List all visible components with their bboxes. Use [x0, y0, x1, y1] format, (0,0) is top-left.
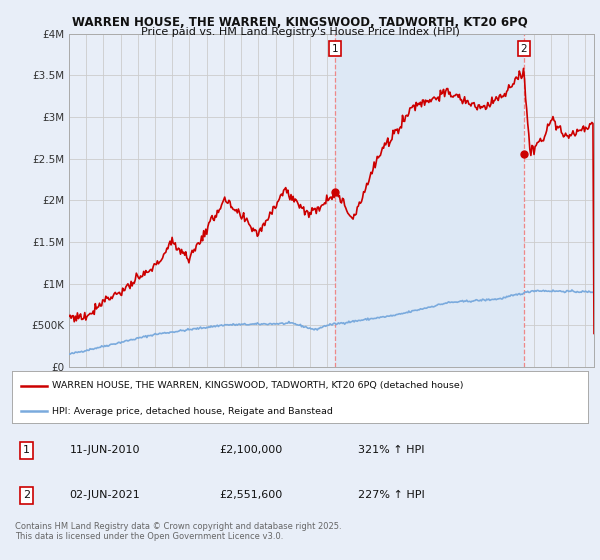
Bar: [335, 34, 524, 367]
Text: Contains HM Land Registry data © Crown copyright and database right 2025.
This d: Contains HM Land Registry data © Crown c…: [15, 522, 341, 542]
Text: £2,551,600: £2,551,600: [220, 491, 283, 500]
Text: 2: 2: [23, 491, 30, 500]
Text: Price paid vs. HM Land Registry's House Price Index (HPI): Price paid vs. HM Land Registry's House …: [140, 27, 460, 37]
Text: 1: 1: [23, 445, 30, 455]
Text: 321% ↑ HPI: 321% ↑ HPI: [358, 445, 424, 455]
Text: 02-JUN-2021: 02-JUN-2021: [70, 491, 140, 500]
Text: 11-JUN-2010: 11-JUN-2010: [70, 445, 140, 455]
Text: 2: 2: [520, 44, 527, 54]
Text: 227% ↑ HPI: 227% ↑ HPI: [358, 491, 424, 500]
Text: WARREN HOUSE, THE WARREN, KINGSWOOD, TADWORTH, KT20 6PQ (detached house): WARREN HOUSE, THE WARREN, KINGSWOOD, TAD…: [52, 381, 464, 390]
Text: WARREN HOUSE, THE WARREN, KINGSWOOD, TADWORTH, KT20 6PQ: WARREN HOUSE, THE WARREN, KINGSWOOD, TAD…: [72, 16, 528, 29]
Text: HPI: Average price, detached house, Reigate and Banstead: HPI: Average price, detached house, Reig…: [52, 407, 333, 416]
Text: £2,100,000: £2,100,000: [220, 445, 283, 455]
Text: 1: 1: [331, 44, 338, 54]
